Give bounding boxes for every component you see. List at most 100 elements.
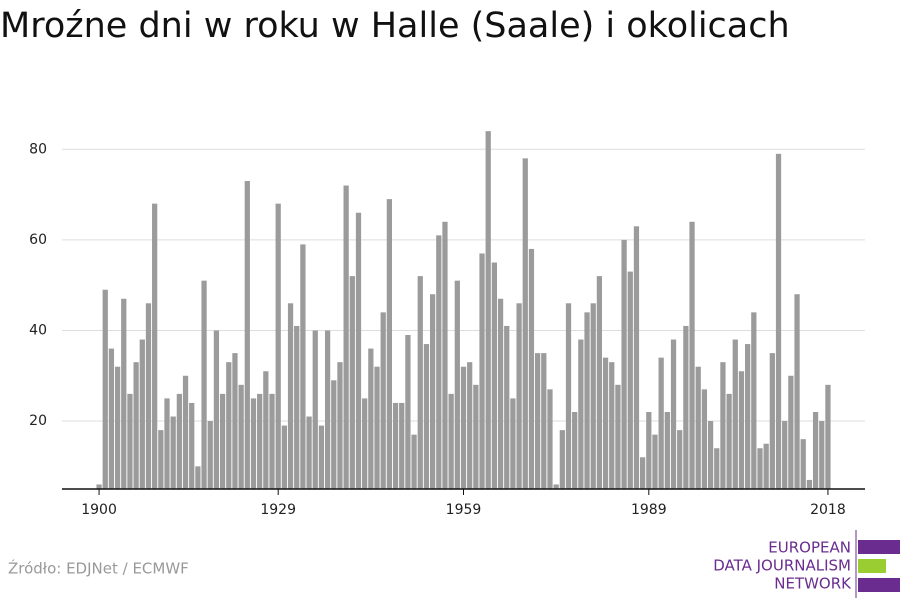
- logo: EUROPEAN DATA JOURNALISM NETWORK: [713, 530, 900, 598]
- bar: [189, 402, 195, 489]
- bar: [226, 362, 232, 489]
- bar: [139, 339, 145, 489]
- bar: [621, 239, 627, 489]
- bar: [473, 384, 479, 489]
- bar: [541, 353, 547, 489]
- bar: [250, 398, 257, 489]
- bar: [145, 303, 152, 489]
- bar: [121, 298, 127, 489]
- bar: [257, 393, 263, 489]
- bar: [714, 448, 720, 489]
- bar: [343, 185, 349, 489]
- bar: [337, 362, 343, 489]
- bar: [701, 389, 708, 489]
- bar: [232, 353, 238, 489]
- bar: [806, 479, 813, 489]
- bar: [423, 344, 430, 489]
- bar: [244, 181, 250, 489]
- bar: [528, 248, 535, 489]
- chart-title: Mroźne dni w roku w Halle (Saale) i okol…: [0, 6, 790, 46]
- bar: [658, 357, 664, 489]
- bar: [769, 353, 775, 489]
- bar: [392, 402, 399, 489]
- logo-bar: [858, 540, 900, 554]
- bar: [436, 235, 442, 489]
- bar: [732, 339, 738, 489]
- y-tick-label: 80: [29, 141, 47, 157]
- bar: [578, 339, 584, 489]
- bar: [374, 366, 380, 489]
- bar: [201, 280, 207, 489]
- logo-text: NETWORK: [774, 575, 852, 593]
- bar: [127, 393, 133, 489]
- logo-bar: [858, 578, 900, 592]
- bar: [405, 335, 411, 489]
- bar: [751, 312, 757, 489]
- bar: [794, 294, 800, 489]
- bar: [238, 384, 244, 489]
- bar: [683, 325, 689, 489]
- bar: [114, 366, 121, 489]
- bar: [707, 421, 714, 489]
- bar: [633, 226, 640, 489]
- bar: [485, 131, 491, 490]
- bar: [584, 312, 590, 489]
- bar: [640, 457, 646, 489]
- bar: [534, 353, 541, 489]
- bar: [442, 221, 448, 489]
- x-tick-label: 1959: [446, 502, 482, 518]
- x-tick-label: 1929: [260, 502, 296, 518]
- bar: [331, 380, 337, 489]
- bar: [646, 412, 652, 489]
- bar: [318, 425, 325, 489]
- bar: [158, 430, 164, 489]
- bar: [670, 339, 677, 489]
- bar: [281, 425, 287, 489]
- bar: [763, 443, 769, 489]
- x-tick-label: 1900: [81, 502, 117, 518]
- bar: [152, 203, 158, 489]
- bar: [516, 303, 522, 489]
- bar: [269, 393, 275, 489]
- bar: [726, 393, 732, 489]
- bar: [596, 276, 603, 489]
- bar: [102, 289, 108, 489]
- logo-bar: [858, 559, 886, 573]
- bar: [300, 244, 306, 489]
- bar: [454, 280, 460, 489]
- y-tick-label: 60: [29, 232, 47, 248]
- bar: [745, 344, 751, 489]
- y-tick-label: 40: [29, 322, 47, 338]
- bar: [324, 330, 331, 489]
- bar: [491, 262, 498, 489]
- bar: [96, 484, 102, 489]
- bar: [522, 158, 528, 489]
- bar: [362, 398, 368, 489]
- bar: [782, 421, 788, 489]
- bar: [386, 199, 393, 489]
- bar: [695, 366, 701, 489]
- bar: [213, 330, 220, 489]
- bar: [164, 398, 170, 489]
- bar: [664, 412, 670, 489]
- bar: [775, 153, 782, 489]
- x-tick-label: 1989: [631, 502, 667, 518]
- logo-text: EUROPEAN: [768, 539, 851, 557]
- bar: [467, 362, 473, 489]
- bar: [602, 357, 609, 489]
- bar: [133, 362, 139, 489]
- bar: [417, 276, 423, 489]
- bar: [689, 221, 695, 489]
- bar: [504, 325, 510, 489]
- bar: [590, 303, 596, 489]
- bar: [380, 312, 386, 489]
- bar: [411, 434, 417, 489]
- bar: [355, 212, 362, 490]
- bar: [812, 412, 819, 489]
- bar: [825, 384, 831, 489]
- bar: [182, 375, 189, 489]
- bar: [677, 430, 683, 489]
- bar: [510, 398, 516, 489]
- source: Źródło: EDJNet / ECMWF: [8, 559, 189, 578]
